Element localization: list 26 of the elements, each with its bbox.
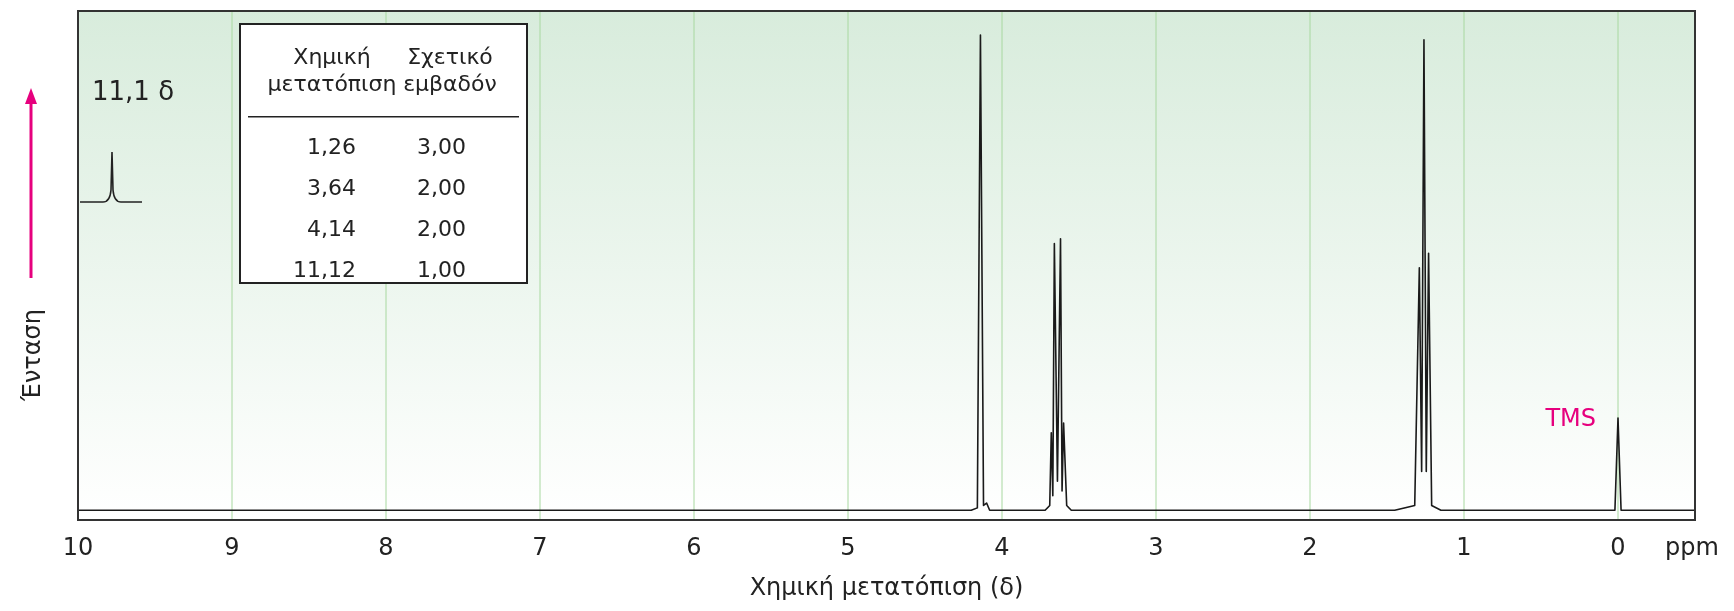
- annotation: 3,00: [417, 134, 466, 159]
- x-tick-label: 7: [532, 533, 548, 561]
- y-axis-title: Ένταση: [18, 308, 46, 403]
- x-axis-title: Χημική μετατόπιση (δ): [749, 573, 1024, 601]
- annotation: 4,14: [307, 216, 356, 241]
- annotation: TMS: [1544, 404, 1596, 433]
- x-tick-label: 0: [1610, 533, 1626, 561]
- x-tick-label: 9: [224, 533, 240, 561]
- text: ppm: [1665, 533, 1719, 561]
- annotation: 1,26: [307, 134, 356, 159]
- annotation: 2,00: [417, 175, 466, 200]
- x-tick-label: 10: [62, 533, 94, 561]
- x-tick-label: 8: [378, 533, 394, 561]
- x-tick-label: 2: [1302, 533, 1318, 561]
- x-tick-label: 5: [840, 533, 856, 561]
- x-tick-label: 1: [1456, 533, 1472, 561]
- annotation: 11,12: [293, 257, 356, 282]
- annotation: 3,64: [307, 175, 356, 200]
- annotation: Χημική μετατόπιση: [267, 44, 397, 96]
- annotation: 11,1 δ: [92, 76, 175, 106]
- x-tick-label: 3: [1148, 533, 1164, 561]
- annotation: 2,00: [417, 216, 466, 241]
- annotation: 1,00: [417, 257, 466, 282]
- annotation: Σχετικό εμβαδόν: [403, 44, 497, 96]
- x-tick-label: 6: [686, 533, 702, 561]
- x-tick-label: 4: [994, 533, 1010, 561]
